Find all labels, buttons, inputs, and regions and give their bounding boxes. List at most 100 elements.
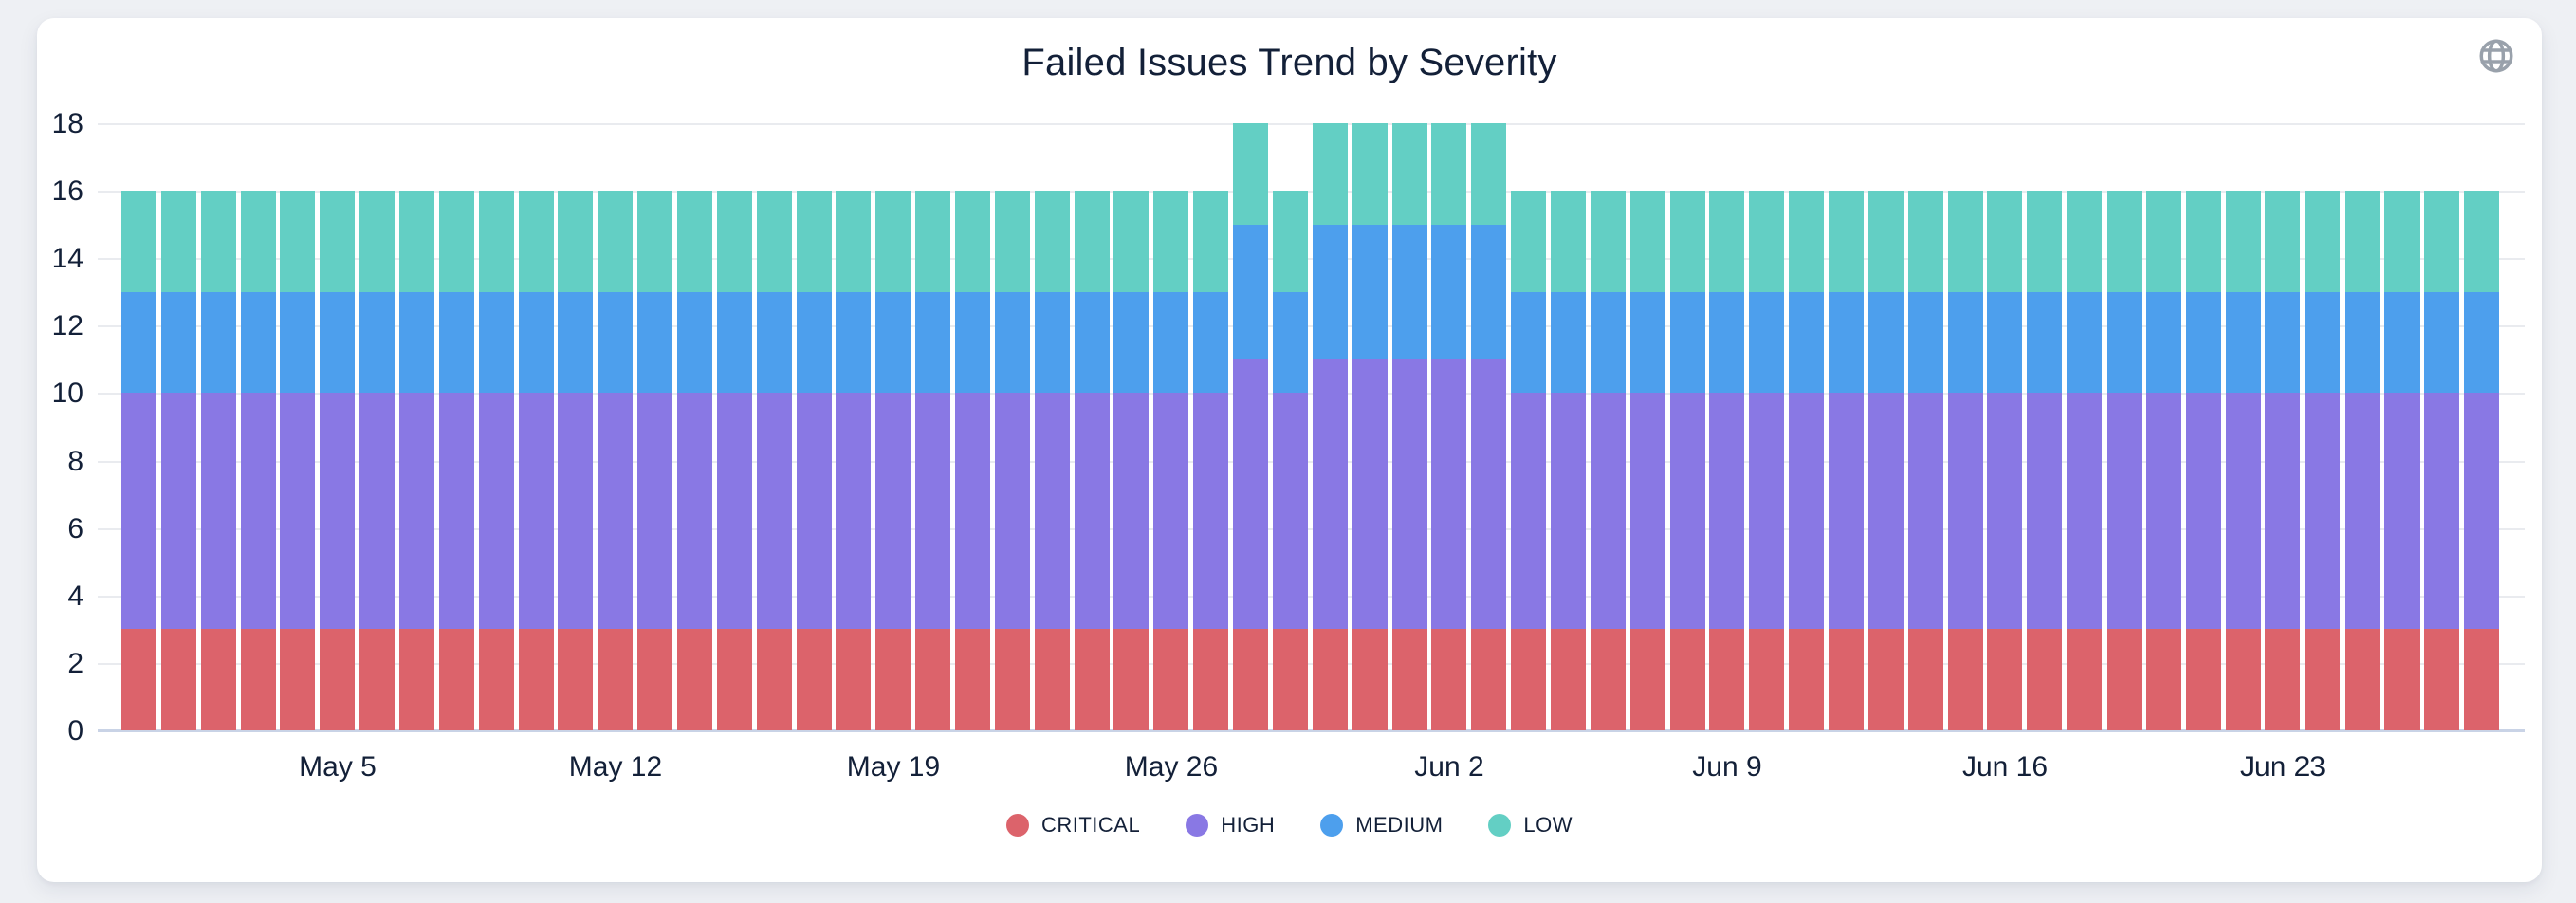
bar-segment-critical[interactable]	[2185, 629, 2221, 730]
bar-segment-high[interactable]	[1391, 359, 1427, 630]
bar-segment-medium[interactable]	[2027, 291, 2063, 394]
bar-segment-high[interactable]	[2345, 393, 2381, 630]
bar-segment-low[interactable]	[359, 191, 396, 292]
bar-segment-critical[interactable]	[1034, 629, 1070, 730]
bar-segment-medium[interactable]	[478, 291, 514, 394]
bar-segment-low[interactable]	[796, 191, 832, 292]
bar-segment-low[interactable]	[160, 191, 196, 292]
bar-segment-low[interactable]	[478, 191, 514, 292]
bar-segment-medium[interactable]	[1669, 291, 1705, 394]
bar-segment-low[interactable]	[1391, 123, 1427, 225]
bar-segment-critical[interactable]	[2345, 629, 2381, 730]
bar-segment-high[interactable]	[1272, 393, 1308, 630]
bar-segment-critical[interactable]	[1511, 629, 1547, 730]
legend-item-critical[interactable]: CRITICAL	[1005, 814, 1140, 837]
bar-segment-low[interactable]	[716, 191, 752, 292]
bar-segment-high[interactable]	[438, 393, 474, 630]
bar-segment-critical[interactable]	[2423, 629, 2459, 730]
bar-segment-critical[interactable]	[1947, 629, 1983, 730]
bar-segment-medium[interactable]	[280, 291, 316, 394]
bar-segment-low[interactable]	[2185, 191, 2221, 292]
bar-segment-critical[interactable]	[1153, 629, 1189, 730]
bar-segment-medium[interactable]	[796, 291, 832, 394]
bar-segment-medium[interactable]	[598, 291, 634, 394]
bar-segment-medium[interactable]	[2145, 291, 2181, 394]
bar-segment-medium[interactable]	[1312, 224, 1348, 359]
bar-segment-high[interactable]	[1153, 393, 1189, 630]
bar-segment-low[interactable]	[1590, 191, 1626, 292]
bar-segment-high[interactable]	[1947, 393, 1983, 630]
bar-segment-low[interactable]	[438, 191, 474, 292]
bar-segment-high[interactable]	[1550, 393, 1586, 630]
bar-segment-high[interactable]	[1709, 393, 1745, 630]
bar-segment-medium[interactable]	[1034, 291, 1070, 394]
bar-segment-critical[interactable]	[1868, 629, 1904, 730]
bar-segment-medium[interactable]	[677, 291, 713, 394]
bar-segment-high[interactable]	[2383, 393, 2420, 630]
bar-segment-medium[interactable]	[2106, 291, 2142, 394]
bar-segment-medium[interactable]	[160, 291, 196, 394]
bar-segment-high[interactable]	[1907, 393, 1943, 630]
bar-segment-critical[interactable]	[1471, 629, 1507, 730]
bar-segment-critical[interactable]	[2383, 629, 2420, 730]
bar-segment-high[interactable]	[1352, 359, 1388, 630]
bar-segment-medium[interactable]	[2225, 291, 2261, 394]
bar-segment-medium[interactable]	[518, 291, 554, 394]
bar-segment-medium[interactable]	[399, 291, 435, 394]
bar-segment-low[interactable]	[2423, 191, 2459, 292]
bar-segment-low[interactable]	[1987, 191, 2023, 292]
bar-segment-low[interactable]	[637, 191, 673, 292]
bar-segment-high[interactable]	[2225, 393, 2261, 630]
legend-item-low[interactable]: LOW	[1488, 814, 1573, 837]
bar-segment-low[interactable]	[1828, 191, 1864, 292]
bar-segment-high[interactable]	[2463, 393, 2499, 630]
bar-segment-low[interactable]	[994, 191, 1030, 292]
bar-segment-low[interactable]	[2463, 191, 2499, 292]
bar-segment-critical[interactable]	[1391, 629, 1427, 730]
bar-segment-high[interactable]	[1233, 359, 1269, 630]
bar-segment-low[interactable]	[2383, 191, 2420, 292]
bar-segment-medium[interactable]	[756, 291, 792, 394]
bar-segment-high[interactable]	[2067, 393, 2103, 630]
bar-segment-high[interactable]	[1789, 393, 1825, 630]
bar-segment-critical[interactable]	[1312, 629, 1348, 730]
bar-segment-critical[interactable]	[280, 629, 316, 730]
bar-segment-critical[interactable]	[796, 629, 832, 730]
bar-segment-low[interactable]	[1868, 191, 1904, 292]
bar-segment-medium[interactable]	[2265, 291, 2301, 394]
bar-segment-critical[interactable]	[320, 629, 356, 730]
bar-segment-high[interactable]	[240, 393, 276, 630]
bar-segment-low[interactable]	[320, 191, 356, 292]
bar-segment-low[interactable]	[2265, 191, 2301, 292]
bar-segment-high[interactable]	[200, 393, 236, 630]
bar-segment-medium[interactable]	[1193, 291, 1229, 394]
bar-segment-medium[interactable]	[836, 291, 872, 394]
bar-segment-high[interactable]	[1629, 393, 1665, 630]
bar-segment-medium[interactable]	[1947, 291, 1983, 394]
bar-segment-medium[interactable]	[1828, 291, 1864, 394]
bar-segment-critical[interactable]	[915, 629, 951, 730]
bar-segment-medium[interactable]	[637, 291, 673, 394]
bar-segment-critical[interactable]	[1272, 629, 1308, 730]
bar-segment-high[interactable]	[1471, 359, 1507, 630]
bar-segment-high[interactable]	[716, 393, 752, 630]
bar-segment-critical[interactable]	[2463, 629, 2499, 730]
bar-segment-high[interactable]	[280, 393, 316, 630]
bar-segment-high[interactable]	[2145, 393, 2181, 630]
bar-segment-medium[interactable]	[994, 291, 1030, 394]
bar-segment-critical[interactable]	[1629, 629, 1665, 730]
bar-segment-medium[interactable]	[2345, 291, 2381, 394]
bar-segment-high[interactable]	[677, 393, 713, 630]
bar-segment-low[interactable]	[1669, 191, 1705, 292]
bar-segment-medium[interactable]	[915, 291, 951, 394]
bar-segment-medium[interactable]	[1471, 224, 1507, 359]
bar-segment-critical[interactable]	[1907, 629, 1943, 730]
bar-segment-low[interactable]	[1352, 123, 1388, 225]
bar-segment-medium[interactable]	[2383, 291, 2420, 394]
bar-segment-low[interactable]	[1074, 191, 1110, 292]
bar-segment-critical[interactable]	[1550, 629, 1586, 730]
bar-segment-low[interactable]	[2345, 191, 2381, 292]
bar-segment-high[interactable]	[598, 393, 634, 630]
bar-segment-high[interactable]	[915, 393, 951, 630]
bar-segment-medium[interactable]	[1629, 291, 1665, 394]
